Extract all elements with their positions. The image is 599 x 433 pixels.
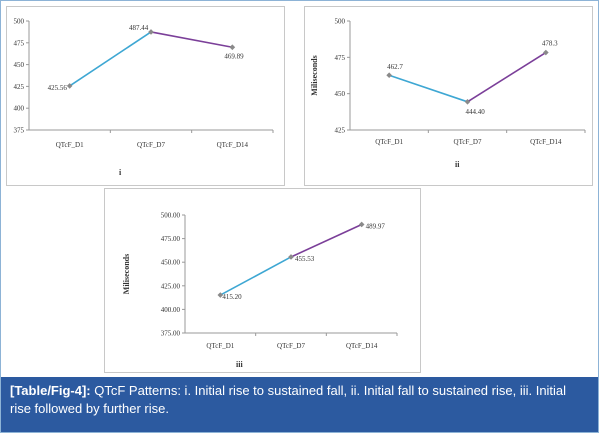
chart-iii-svg: 375.00 400.00 425.00 450.00 475.00 500.00 QTcF… <box>122 212 398 369</box>
y-tick-label: 425 <box>335 127 346 135</box>
y-tick-label: 450 <box>335 90 346 98</box>
y-axis-title: Miliseconds <box>310 55 319 95</box>
data-label: 478.3 <box>542 40 558 48</box>
panel-label: iii <box>236 360 243 369</box>
panel-label: i <box>119 168 122 177</box>
data-point <box>217 292 224 298</box>
x-tick-label: QTcF_D1 <box>375 138 403 146</box>
y-tick-label: 475 <box>14 39 25 47</box>
data-label: 425.56 <box>48 84 68 92</box>
x-tick-label: QTcF_D7 <box>454 138 482 146</box>
series-segment <box>219 256 292 296</box>
data-label: 415.20 <box>222 293 242 301</box>
y-tick-label: 450.00 <box>161 259 181 267</box>
data-label: 462.7 <box>387 63 403 71</box>
x-tick-label: QTcF_D14 <box>346 342 378 350</box>
data-point <box>66 83 73 89</box>
figure-caption: [Table/Fig-4]: QTcF Patterns: i. Initial… <box>1 377 598 432</box>
data-point <box>464 98 471 105</box>
data-label: 489.97 <box>366 222 386 230</box>
series-segment <box>69 31 152 87</box>
chart-panel-iii: 375.00 400.00 425.00 450.00 475.00 500.00 QTcF… <box>104 188 421 373</box>
y-tick-label: 500 <box>14 18 25 26</box>
y-tick-label: 425 <box>14 83 25 91</box>
chart-ii-svg: 425 450 475 500 QTcF_D1 QTcF_D7 QTcF_D14 Milise… <box>310 18 586 169</box>
y-tick-label: 450 <box>14 61 25 69</box>
caption-tag: [Table/Fig-4]: <box>10 383 91 398</box>
y-tick-label: 500 <box>335 18 346 26</box>
chart-i-svg: 375 400 425 450 475 500 QTcF_D1 QTcF_D7 QTcF_D14… <box>14 18 274 177</box>
x-tick-label: QTcF_D7 <box>137 141 165 149</box>
data-point <box>288 254 294 260</box>
series-segment <box>290 223 363 258</box>
y-tick-label: 400 <box>14 105 25 113</box>
x-tick-label: QTcF_D1 <box>206 342 234 350</box>
y-tick-label: 375 <box>14 127 25 135</box>
chart-panel-ii: 425 450 475 500 QTcF_D1 QTcF_D7 QTcF_D14 Milise… <box>304 6 593 186</box>
data-label: 444.40 <box>466 108 486 116</box>
x-tick-label: QTcF_D1 <box>56 141 84 149</box>
data-label: 469.89 <box>224 52 244 60</box>
data-point <box>229 44 236 51</box>
data-label: 455.53 <box>295 255 315 263</box>
y-tick-label: 400.00 <box>161 306 181 314</box>
y-tick-label: 375.00 <box>161 330 181 338</box>
x-tick-label: QTcF_D7 <box>277 342 305 350</box>
series-segment <box>388 74 468 103</box>
x-tick-label: QTcF_D14 <box>217 141 249 149</box>
y-tick-label: 425.00 <box>161 282 181 290</box>
data-point <box>386 72 392 79</box>
chart-panel-i: 375 400 425 450 475 500 QTcF_D1 QTcF_D7 QTcF_D14… <box>6 6 285 186</box>
y-tick-label: 500.00 <box>161 212 181 220</box>
data-label: 487.44 <box>129 24 149 32</box>
series-segment <box>150 31 233 49</box>
series-segment <box>467 51 547 103</box>
y-tick-label: 475 <box>335 54 346 62</box>
caption-text: QTcF Patterns: i. Initial rise to sustai… <box>10 383 567 416</box>
panel-label: ii <box>455 160 460 169</box>
y-tick-label: 475.00 <box>161 235 181 243</box>
x-tick-label: QTcF_D14 <box>530 138 562 146</box>
data-point <box>358 221 365 228</box>
y-axis-title: Miliseconds <box>122 254 131 294</box>
